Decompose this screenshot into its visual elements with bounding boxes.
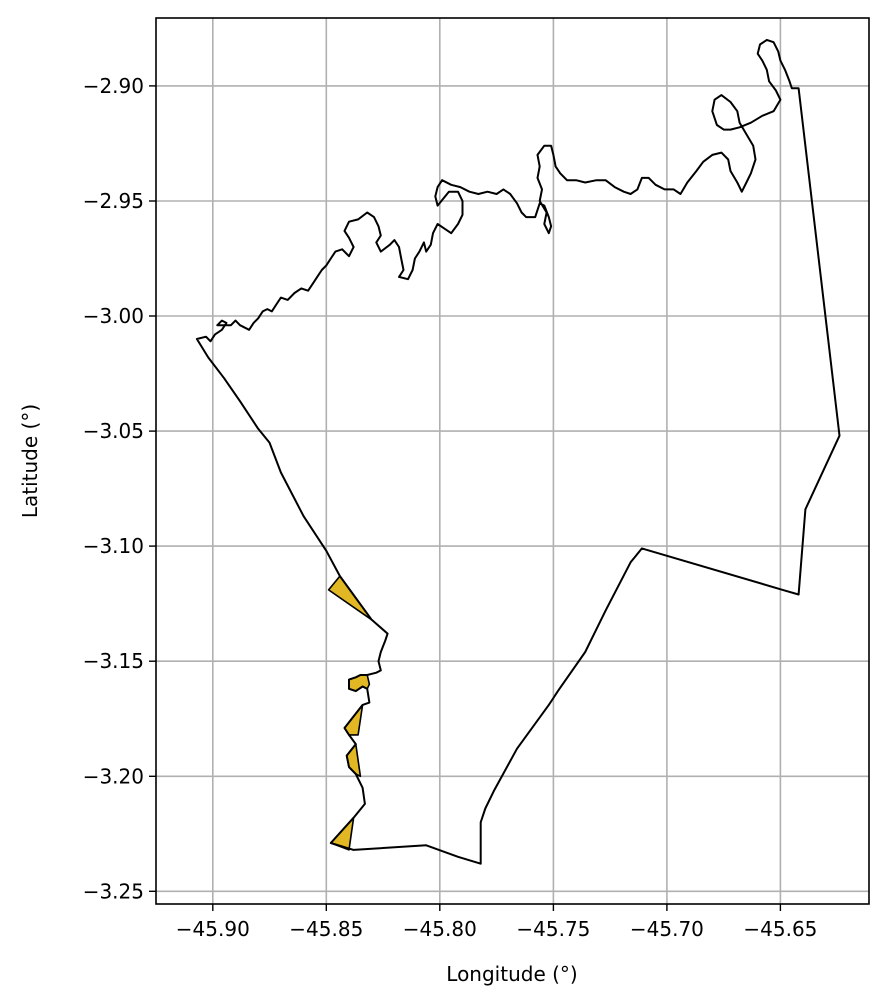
y-tick-label: −3.10	[83, 534, 144, 558]
y-tick-label: −3.05	[83, 419, 144, 443]
x-tick-label: −45.80	[403, 917, 477, 941]
x-tick-label: −45.65	[743, 917, 817, 941]
x-axis-label: Longitude (°)	[446, 962, 577, 986]
y-tick-label: −2.95	[83, 189, 144, 213]
y-tick-label: −3.15	[83, 649, 144, 673]
y-tick-label: −3.25	[83, 879, 144, 903]
y-tick-label: −2.90	[83, 74, 144, 98]
y-tick-label: −3.20	[83, 764, 144, 788]
y-tick-label: −3.00	[83, 304, 144, 328]
x-tick-label: −45.85	[289, 917, 363, 941]
x-tick-label: −45.70	[630, 917, 704, 941]
y-axis-label: Latitude (°)	[18, 404, 42, 518]
x-tick-label: −45.75	[516, 917, 590, 941]
x-tick-label: −45.90	[176, 917, 250, 941]
